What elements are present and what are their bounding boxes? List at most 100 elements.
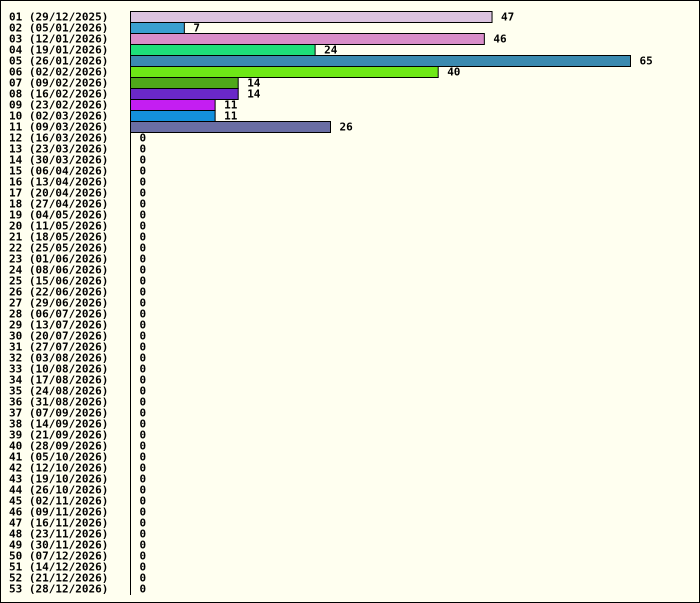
value-label: 0 [140, 385, 147, 398]
value-label: 7 [193, 22, 200, 35]
value-label: 11 [224, 99, 238, 112]
value-label: 0 [140, 440, 147, 453]
category-labels: 01 (29/12/2025)02 (05/01/2026)03 (12/01/… [9, 11, 108, 596]
value-label: 0 [140, 583, 147, 596]
category-label: 49 (30/11/2026) [9, 539, 108, 552]
value-label: 0 [140, 484, 147, 497]
value-label: 0 [140, 517, 147, 530]
category-label: 52 (21/12/2026) [9, 572, 108, 585]
value-label: 0 [140, 396, 147, 409]
bar [130, 110, 216, 122]
category-label: 46 (09/11/2026) [9, 506, 108, 519]
value-label: 14 [247, 88, 261, 101]
bar [130, 77, 239, 89]
category-label: 29 (13/07/2026) [9, 319, 108, 332]
value-label: 0 [140, 319, 147, 332]
value-label: 0 [140, 275, 147, 288]
value-label: 0 [140, 462, 147, 475]
category-label: 32 (03/08/2026) [9, 352, 108, 365]
value-label: 0 [140, 374, 147, 387]
category-label: 33 (10/08/2026) [9, 363, 108, 376]
category-label: 09 (23/02/2026) [9, 99, 108, 112]
value-label: 0 [140, 418, 147, 431]
bar [130, 88, 239, 100]
category-label: 44 (26/10/2026) [9, 484, 108, 497]
value-label: 0 [140, 242, 147, 255]
value-label: 0 [140, 209, 147, 222]
category-label: 36 (31/08/2026) [9, 396, 108, 409]
category-label: 01 (29/12/2025) [9, 11, 108, 24]
category-label: 22 (25/05/2026) [9, 242, 108, 255]
category-label: 26 (22/06/2026) [9, 286, 108, 299]
value-label: 24 [324, 44, 338, 57]
value-label: 0 [140, 341, 147, 354]
category-label: 37 (07/09/2026) [9, 407, 108, 420]
category-label: 13 (23/03/2026) [9, 143, 108, 156]
category-label: 18 (27/04/2026) [9, 198, 108, 211]
category-label: 04 (19/01/2026) [9, 44, 108, 57]
value-label: 0 [140, 308, 147, 321]
category-label: 08 (16/02/2026) [9, 88, 108, 101]
value-label: 0 [140, 363, 147, 376]
category-label: 20 (11/05/2026) [9, 220, 108, 233]
value-label: 0 [140, 231, 147, 244]
value-label: 0 [140, 220, 147, 233]
category-label: 11 (09/03/2026) [9, 121, 108, 134]
value-label: 0 [140, 506, 147, 519]
bars-group [130, 11, 631, 133]
category-label: 30 (20/07/2026) [9, 330, 108, 343]
category-label: 07 (09/02/2026) [9, 77, 108, 90]
value-label: 0 [140, 561, 147, 574]
value-label: 47 [501, 11, 514, 24]
value-label: 0 [140, 187, 147, 200]
category-label: 14 (30/03/2026) [9, 154, 108, 167]
category-label: 47 (16/11/2026) [9, 517, 108, 530]
value-label: 14 [247, 77, 261, 90]
category-label: 38 (14/09/2026) [9, 418, 108, 431]
value-label: 0 [140, 198, 147, 211]
category-label: 02 (05/01/2026) [9, 22, 108, 35]
category-label: 27 (29/06/2026) [9, 297, 108, 310]
value-label: 0 [140, 473, 147, 486]
bar [130, 33, 485, 45]
value-label: 0 [140, 143, 147, 156]
bar [130, 44, 316, 56]
value-label: 11 [224, 110, 238, 123]
category-label: 15 (06/04/2026) [9, 165, 108, 178]
value-label: 0 [140, 539, 147, 552]
category-label: 35 (24/08/2026) [9, 385, 108, 398]
value-label: 0 [140, 407, 147, 420]
value-label: 0 [140, 176, 147, 189]
category-label: 40 (28/09/2026) [9, 440, 108, 453]
category-label: 41 (05/10/2026) [9, 451, 108, 464]
bar [130, 66, 439, 78]
category-label: 03 (12/01/2026) [9, 33, 108, 46]
value-labels: 4774624654014141111260000000000000000000… [140, 11, 653, 596]
category-label: 53 (28/12/2026) [9, 583, 108, 596]
value-label: 0 [140, 550, 147, 563]
value-label: 0 [140, 528, 147, 541]
bar [130, 55, 631, 67]
value-label: 0 [140, 264, 147, 277]
value-label: 0 [140, 165, 147, 178]
category-label: 05 (26/01/2026) [9, 55, 108, 68]
value-label: 0 [140, 154, 147, 167]
value-label: 0 [140, 352, 147, 365]
value-label: 0 [140, 286, 147, 299]
category-label: 50 (07/12/2026) [9, 550, 108, 563]
bar [130, 22, 185, 34]
value-label: 46 [493, 33, 507, 46]
category-label: 10 (02/03/2026) [9, 110, 108, 123]
category-label: 25 (15/06/2026) [9, 275, 108, 288]
category-label: 39 (21/09/2026) [9, 429, 108, 442]
value-label: 0 [140, 253, 147, 266]
value-label: 0 [140, 429, 147, 442]
bar [130, 121, 331, 133]
value-label: 0 [140, 132, 147, 145]
category-label: 43 (19/10/2026) [9, 473, 108, 486]
value-label: 0 [140, 495, 147, 508]
category-label: 51 (14/12/2026) [9, 561, 108, 574]
value-label: 0 [140, 330, 147, 343]
